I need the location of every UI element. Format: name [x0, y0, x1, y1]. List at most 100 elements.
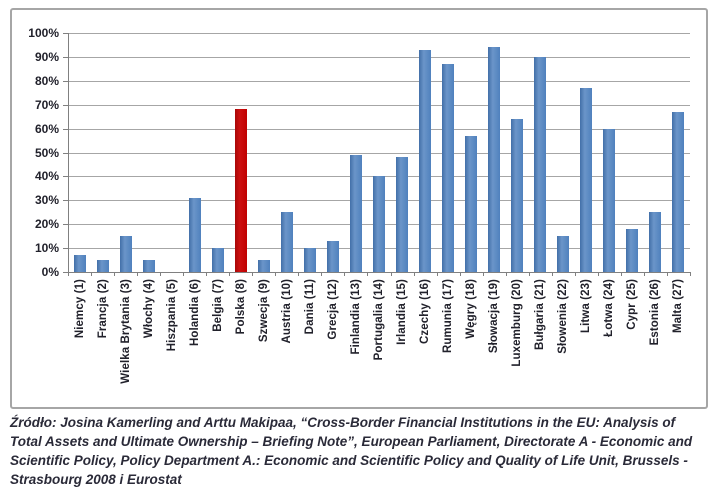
x-tick-mark	[344, 272, 346, 276]
x-tick-mark	[91, 272, 93, 276]
x-axis-label-text: Grecja (12)	[326, 279, 339, 340]
bar	[626, 228, 639, 272]
y-tick-mark	[63, 152, 68, 154]
x-axis-label-text: Cypr (25)	[626, 279, 639, 330]
y-tick-mark	[63, 128, 68, 130]
x-axis-label-text: Słowenia (22)	[557, 279, 570, 354]
y-axis-line	[68, 33, 69, 273]
y-tick-mark	[63, 272, 68, 273]
x-tick-mark	[666, 272, 668, 276]
x-tick-mark	[160, 272, 162, 276]
x-axis-label: Słowacja (19)	[483, 279, 506, 407]
bar	[672, 111, 685, 272]
x-axis-label: Finlandia (13)	[344, 279, 367, 407]
x-axis-label: Włochy (4)	[137, 279, 160, 407]
x-axis-label: Hiszpania (5)	[160, 279, 183, 407]
x-tick-mark	[690, 272, 691, 276]
gridline	[68, 80, 690, 82]
y-axis-label: 40%	[34, 169, 59, 184]
x-tick-mark	[390, 272, 392, 276]
x-tick-mark	[436, 272, 438, 276]
y-axis-label: 60%	[34, 121, 59, 136]
gridline	[68, 104, 690, 106]
x-axis-label-text: Łotwa (24)	[603, 279, 616, 337]
x-axis-label-text: Dania (11)	[303, 279, 316, 335]
x-axis-label: Luxemburg (20)	[506, 279, 529, 407]
x-tick-mark	[298, 272, 300, 276]
x-tick-mark	[551, 272, 553, 276]
x-tick-mark	[643, 272, 645, 276]
x-axis-label-text: Szwecja (9)	[257, 279, 270, 343]
y-axis-label: 10%	[34, 241, 59, 256]
y-axis-label: 0%	[41, 265, 59, 279]
y-tick-mark	[63, 248, 68, 250]
x-tick-mark	[229, 272, 231, 276]
y-axis-label: 80%	[34, 73, 59, 88]
gridline	[68, 128, 690, 130]
bar	[349, 154, 362, 272]
bar	[96, 260, 109, 272]
y-tick-mark	[63, 56, 68, 58]
bar-highlighted	[234, 109, 247, 272]
x-tick-mark	[137, 272, 139, 276]
x-tick-mark	[597, 272, 599, 276]
x-axis-label-text: Rumunia (17)	[442, 279, 455, 354]
bar	[442, 64, 455, 272]
bar	[557, 236, 570, 272]
x-tick-mark	[367, 272, 369, 276]
x-axis-label-text: Słowacja (19)	[488, 279, 501, 354]
y-tick-mark	[63, 104, 68, 106]
bar	[326, 240, 339, 272]
x-axis-label-text: Finlandia (13)	[349, 279, 362, 355]
y-axis-label: 50%	[34, 145, 59, 160]
x-axis-label: Irlandia (15)	[391, 279, 414, 407]
x-axis-label-text: Polska (8)	[234, 279, 247, 335]
x-axis-label: Szwecja (9)	[252, 279, 275, 407]
bar	[303, 248, 316, 272]
x-axis-label-text: Czechy (16)	[419, 279, 432, 345]
y-tick-mark	[63, 224, 68, 226]
gridline	[68, 56, 690, 58]
y-axis-label: 20%	[34, 217, 59, 232]
x-tick-mark	[528, 272, 530, 276]
bar	[465, 135, 478, 272]
y-tick-mark	[63, 200, 68, 202]
x-axis-label: Rumunia (17)	[437, 279, 460, 407]
x-axis-line	[68, 272, 690, 273]
x-axis-label-text: Belgia (7)	[211, 279, 224, 332]
x-tick-mark	[321, 272, 323, 276]
x-tick-mark	[459, 272, 461, 276]
x-axis-label-text: Niemcy (1)	[73, 279, 86, 339]
bar	[396, 157, 409, 272]
x-axis-label-text: Malta (27)	[672, 279, 685, 334]
chart-frame: 0% 10% 20% 30% 40% 50% 60% 70% 80% 90% 100% Niemcy…	[10, 8, 708, 409]
y-axis-labels: 0% 10% 20% 30% 40% 50% 60% 70% 80% 90% 100%	[16, 26, 68, 279]
bar	[534, 56, 547, 272]
x-axis-label-text: Włochy (4)	[142, 279, 155, 339]
y-tick-mark	[63, 33, 68, 34]
x-axis-label: Malta (27)	[667, 279, 690, 407]
x-tick-mark	[275, 272, 277, 276]
x-axis-label: Estonia (26)	[644, 279, 667, 407]
y-axis-label: 90%	[34, 49, 59, 64]
x-axis-label: Czechy (16)	[414, 279, 437, 407]
x-axis-label-text: Holandia (6)	[188, 279, 201, 347]
bar	[580, 87, 593, 272]
x-axis-label: Polska (8)	[229, 279, 252, 407]
x-axis-labels: Niemcy (1) Francja (2) Wielka Brytania (3)…	[68, 279, 690, 407]
y-axis-label: 30%	[34, 193, 59, 208]
x-tick-mark	[505, 272, 507, 276]
bar	[488, 47, 501, 272]
x-axis-label: Wielka Brytania (3)	[114, 279, 137, 407]
x-axis-label-text: Francja (2)	[96, 279, 109, 339]
x-tick-mark	[68, 272, 69, 276]
bar	[73, 255, 86, 272]
x-tick-mark	[252, 272, 254, 276]
x-axis-label: Bułgaria (21)	[529, 279, 552, 407]
x-axis-label: Austria (10)	[275, 279, 298, 407]
bar	[211, 248, 224, 272]
x-tick-mark	[620, 272, 622, 276]
x-axis-label-text: Litwa (23)	[580, 279, 593, 334]
bar	[188, 197, 201, 272]
y-axis-label: 70%	[34, 97, 59, 112]
